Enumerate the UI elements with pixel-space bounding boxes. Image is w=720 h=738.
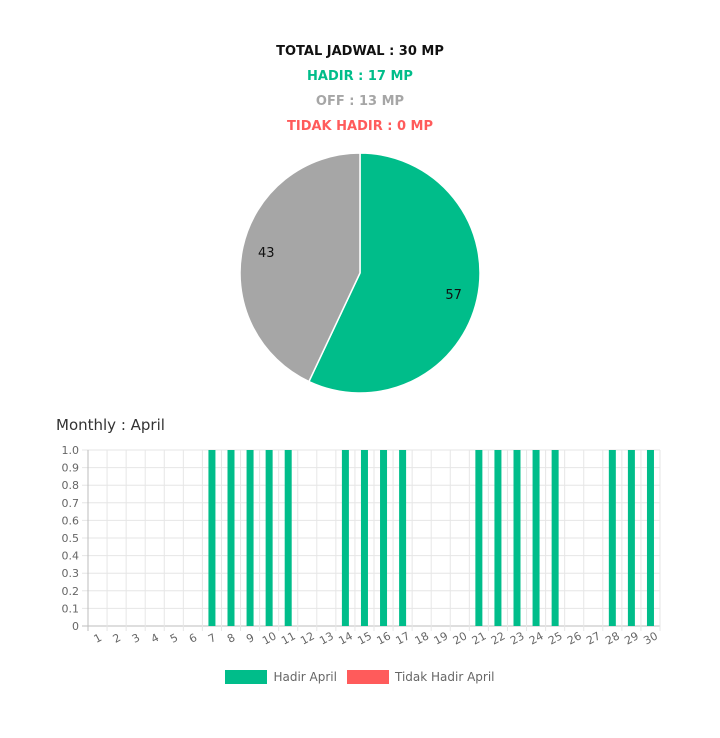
x-tick-label: 8: [225, 631, 237, 646]
x-tick-label: 7: [206, 631, 218, 646]
bar-hadir-day-29[interactable]: [627, 450, 635, 626]
legend-swatch-tidak-hadir: [346, 670, 389, 684]
bar-hadir-day-28[interactable]: [608, 450, 616, 626]
y-tick-label: 0.8: [62, 479, 80, 492]
y-tick-label: 0.7: [62, 497, 80, 510]
off-label: OFF : 13 MP: [315, 94, 405, 109]
bar-hadir-day-8[interactable]: [227, 450, 235, 626]
x-tick-label: 15: [355, 629, 373, 647]
legend-label-hadir: Hadir April: [273, 670, 337, 684]
y-tick-label: 0.5: [62, 532, 80, 545]
bar-hadir-day-24[interactable]: [532, 450, 540, 626]
bar-hadir-day-17[interactable]: [399, 450, 407, 626]
pie-label-hadir: 57: [445, 288, 462, 303]
pie-slice-off[interactable]: [239, 152, 361, 383]
legend-item-hadir[interactable]: Hadir April: [225, 670, 337, 684]
y-tick-label: 0.2: [62, 585, 80, 598]
x-tick-label: 16: [375, 629, 393, 647]
x-tick-label: 5: [168, 631, 180, 646]
attendance-pie-chart: 57 43: [239, 152, 481, 394]
y-tick-label: 0.1: [62, 602, 80, 615]
bar-hadir-day-9[interactable]: [246, 450, 254, 626]
x-tick-label: 4: [149, 631, 161, 646]
bar-hadir-day-30[interactable]: [646, 450, 654, 626]
present-label: HADIR : 17 MP: [307, 69, 413, 84]
legend-item-tidak-hadir[interactable]: Tidak Hadir April: [346, 670, 495, 684]
y-tick-label: 0: [72, 620, 79, 633]
x-tick-label: 18: [413, 629, 431, 647]
absent-label: TIDAK HADIR : 0 MP: [286, 119, 434, 134]
x-tick-label: 13: [317, 629, 335, 647]
y-tick-label: 0.3: [62, 567, 80, 580]
bar-hadir-day-23[interactable]: [513, 450, 521, 626]
x-tick-label: 12: [298, 629, 316, 647]
x-tick-label: 6: [187, 631, 199, 646]
x-tick-label: 3: [130, 631, 142, 646]
x-tick-label: 29: [622, 629, 640, 647]
x-tick-label: 27: [584, 629, 602, 647]
x-tick-label: 11: [279, 629, 297, 647]
total-schedule-label: TOTAL JADWAL : 30 MP: [276, 44, 444, 59]
bar-hadir-day-7[interactable]: [208, 450, 216, 626]
bar-hadir-day-14[interactable]: [341, 450, 349, 626]
x-tick-label: 24: [527, 629, 545, 647]
x-tick-label: 22: [489, 629, 507, 647]
bar-hadir-day-22[interactable]: [494, 450, 502, 626]
x-tick-label: 21: [470, 629, 488, 647]
chart-legend: Hadir April Tidak Hadir April: [0, 670, 720, 684]
bar-hadir-day-10[interactable]: [265, 450, 273, 626]
y-tick-label: 0.4: [62, 550, 80, 563]
legend-label-tidak-hadir: Tidak Hadir April: [394, 670, 495, 684]
x-tick-label: 26: [565, 629, 583, 647]
bar-hadir-day-11[interactable]: [284, 450, 292, 626]
x-tick-label: 25: [546, 629, 564, 647]
x-tick-label: 9: [244, 631, 256, 646]
x-tick-label: 1: [92, 631, 104, 646]
monthly-title: Monthly : April: [56, 416, 165, 434]
x-tick-label: 17: [394, 629, 412, 647]
y-tick-label: 1.0: [62, 444, 80, 457]
x-tick-label: 30: [641, 629, 659, 647]
y-tick-label: 0.6: [62, 514, 80, 527]
bar-hadir-day-25[interactable]: [551, 450, 559, 626]
y-tick-label: 0.9: [62, 462, 80, 475]
x-tick-label: 10: [260, 629, 278, 647]
bar-hadir-day-21[interactable]: [475, 450, 483, 626]
monthly-bar-chart: 00.10.20.30.40.50.60.70.80.91.01 2 3 4 5 6 7 8 9…: [62, 444, 661, 647]
pie-slice-hadir[interactable]: [307, 152, 481, 394]
bar-hadir-day-15[interactable]: [360, 450, 368, 626]
x-tick-label: 28: [603, 629, 621, 647]
bar-hadir-day-16[interactable]: [380, 450, 388, 626]
legend-swatch-hadir: [225, 670, 268, 684]
x-tick-label: 19: [432, 629, 450, 647]
x-tick-label: 23: [508, 629, 526, 647]
x-tick-label: 20: [451, 629, 469, 647]
x-tick-label: 14: [336, 629, 354, 647]
pie-label-off: 43: [258, 246, 275, 261]
x-tick-label: 2: [111, 631, 123, 646]
